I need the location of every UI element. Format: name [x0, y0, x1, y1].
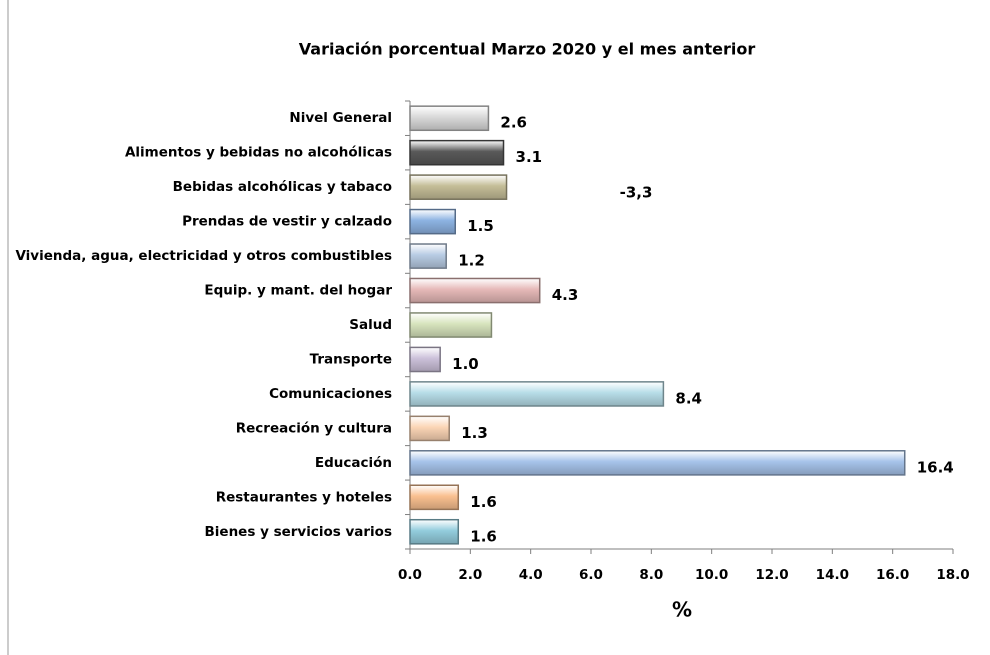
value-label: 1.2 — [458, 252, 485, 270]
bar — [409, 105, 490, 132]
y-tick-label: Nivel General — [289, 110, 392, 126]
y-tick-label: Recreación y cultura — [236, 420, 392, 436]
bar — [409, 450, 906, 476]
y-tick-label: Prendas de vestir y calzado — [182, 214, 392, 230]
value-label: 1.6 — [470, 527, 497, 545]
bar — [409, 381, 665, 407]
bar — [409, 415, 450, 442]
value-label: 16.4 — [917, 458, 954, 476]
bar — [409, 243, 447, 269]
value-label: 1.6 — [470, 493, 497, 511]
x-tick-label: 8.0 — [639, 567, 663, 583]
bar — [409, 208, 456, 235]
x-tick-label: 0.0 — [398, 567, 422, 583]
value-label: 2.6 — [500, 114, 527, 132]
value-label: 1.3 — [461, 424, 488, 442]
value-label: 4.3 — [552, 286, 579, 304]
y-tick-label: Educación — [315, 455, 392, 471]
value-label: 8.4 — [675, 389, 702, 407]
x-tick-label: 10.0 — [695, 567, 728, 583]
x-tick-label: 4.0 — [519, 567, 543, 583]
x-tick-label: 16.0 — [876, 567, 909, 583]
chart-title: Variación porcentual Marzo 2020 y el mes… — [299, 40, 756, 59]
bar — [409, 174, 508, 200]
x-tick-label: 12.0 — [755, 567, 788, 583]
bar — [409, 312, 493, 338]
bar — [409, 484, 460, 511]
bar — [409, 277, 541, 304]
y-tick-label: Alimentos y bebidas no alcohólicas — [125, 145, 392, 161]
y-tick-label: Bebidas alcohólicas y tabaco — [173, 179, 392, 195]
value-label: 1.5 — [467, 217, 494, 235]
y-tick-label: Equip. y mant. del hogar — [204, 283, 392, 299]
bar — [409, 346, 441, 373]
x-tick-label: 2.0 — [458, 567, 482, 583]
bar — [409, 139, 505, 166]
bar — [409, 518, 460, 545]
value-label: 1.0 — [452, 355, 479, 373]
y-tick-label: Comunicaciones — [269, 386, 392, 402]
y-tick-label: Transporte — [310, 351, 392, 367]
x-tick-label: 6.0 — [579, 567, 603, 583]
y-tick-label: Restaurantes y hoteles — [216, 489, 392, 505]
y-tick-label: Vivienda, agua, electricidad y otros com… — [15, 248, 392, 264]
x-tick-label: 18.0 — [936, 567, 969, 583]
value-label: 3.1 — [516, 148, 543, 166]
y-tick-label: Salud — [349, 317, 392, 333]
x-axis-label: % — [672, 598, 692, 622]
x-tick-label: 14.0 — [816, 567, 849, 583]
y-tick-label: Bienes y servicios varios — [205, 524, 393, 540]
annotation: -3,3 — [620, 184, 653, 202]
